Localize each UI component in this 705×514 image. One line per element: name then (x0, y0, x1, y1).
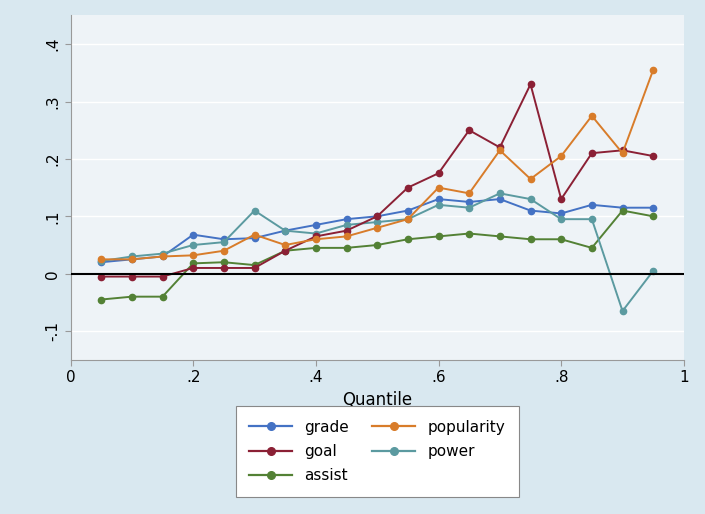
X-axis label: Quantile: Quantile (342, 391, 412, 409)
Legend: grade, goal, assist, popularity, power: grade, goal, assist, popularity, power (235, 406, 519, 497)
